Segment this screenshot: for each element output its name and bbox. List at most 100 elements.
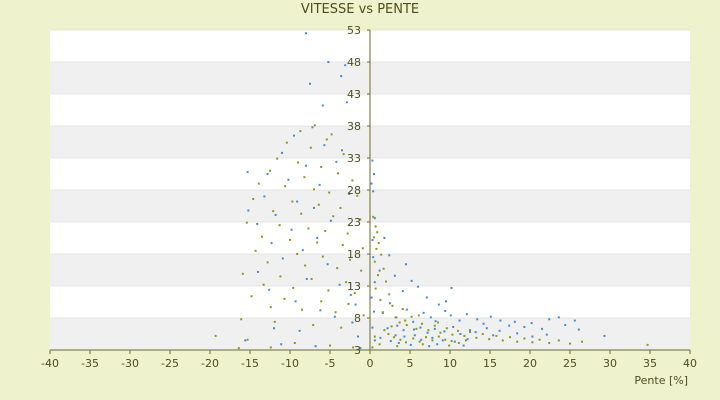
data-point (398, 321, 401, 324)
data-point (246, 338, 249, 341)
data-point (293, 134, 295, 137)
x-tick-label: -35 (81, 357, 99, 370)
data-point (273, 320, 276, 323)
data-point (450, 286, 453, 289)
data-point (244, 339, 247, 342)
data-point (531, 341, 534, 344)
data-point (401, 308, 404, 311)
data-point (394, 316, 397, 319)
data-point (287, 178, 290, 181)
x-tick-label: 10 (443, 357, 457, 370)
data-point (410, 279, 413, 282)
data-point (530, 322, 533, 325)
data-point (341, 149, 343, 152)
data-point (453, 340, 456, 343)
x-tick-label: -20 (201, 357, 219, 370)
data-point (250, 295, 253, 298)
data-point (431, 336, 434, 339)
data-point (312, 324, 315, 327)
x-tick-label: -30 (121, 357, 139, 370)
data-point (439, 331, 442, 334)
data-point (334, 311, 337, 314)
x-tick-label: 25 (563, 357, 577, 370)
data-point (269, 169, 271, 172)
data-point (481, 333, 484, 335)
data-point (340, 75, 343, 78)
data-point (290, 228, 293, 231)
data-point (429, 316, 432, 319)
data-point (437, 321, 439, 324)
data-point (462, 344, 465, 347)
data-point (341, 244, 344, 247)
data-point (379, 299, 382, 302)
data-point (237, 347, 240, 350)
data-point (326, 263, 329, 266)
data-point (373, 217, 376, 220)
data-point (257, 182, 260, 185)
data-point (261, 235, 263, 238)
data-point (444, 309, 447, 312)
data-point (373, 310, 375, 313)
data-point (305, 277, 308, 280)
data-point (417, 285, 419, 288)
data-point (323, 144, 326, 147)
data-point (327, 289, 330, 292)
data-point (318, 183, 321, 186)
data-point (417, 314, 420, 317)
data-point (385, 280, 387, 283)
data-point (214, 334, 217, 337)
data-point (387, 333, 390, 335)
data-point (463, 334, 466, 337)
data-point (393, 274, 396, 277)
data-point (293, 341, 296, 344)
data-point (378, 269, 381, 272)
data-point (349, 293, 352, 296)
data-point (281, 151, 283, 154)
data-point (516, 332, 519, 335)
x-tick-label: 20 (523, 357, 537, 370)
data-point (422, 311, 425, 314)
data-point (345, 281, 347, 284)
data-point (397, 341, 400, 344)
data-point (548, 341, 551, 344)
data-point (268, 288, 271, 291)
data-point (257, 270, 259, 273)
data-point (489, 315, 492, 318)
data-point (386, 327, 389, 330)
data-point (321, 104, 324, 107)
data-point (371, 346, 374, 349)
data-point (344, 64, 347, 67)
data-point (256, 222, 259, 225)
data-point (421, 343, 424, 346)
y-tick-label: 53 (347, 24, 361, 37)
data-point (346, 232, 349, 235)
data-point (564, 324, 567, 327)
data-point (427, 329, 430, 332)
data-point (313, 124, 316, 127)
data-point (291, 200, 294, 203)
data-point (360, 269, 363, 272)
data-point (450, 340, 453, 343)
data-point (304, 264, 307, 267)
data-point (538, 338, 541, 341)
data-point (476, 318, 479, 321)
data-point (309, 146, 312, 149)
data-point (646, 343, 649, 346)
x-tick-label: 0 (367, 357, 374, 370)
data-point (523, 337, 526, 340)
data-point (297, 161, 299, 164)
data-point (320, 165, 323, 168)
data-point (332, 215, 335, 218)
data-point (272, 210, 275, 213)
data-point (314, 345, 317, 348)
y-tick-label: 23 (347, 216, 361, 229)
data-point (469, 331, 471, 334)
data-point (376, 231, 379, 234)
data-point (413, 334, 416, 337)
data-point (317, 203, 320, 206)
data-point (557, 339, 560, 342)
data-point (445, 327, 448, 330)
data-point (569, 342, 571, 345)
data-point (516, 340, 519, 343)
data-point (333, 315, 336, 318)
